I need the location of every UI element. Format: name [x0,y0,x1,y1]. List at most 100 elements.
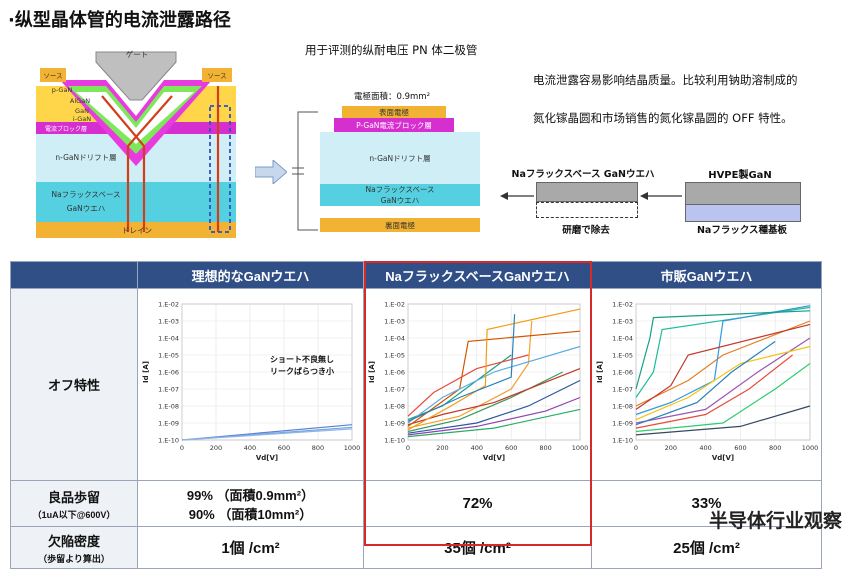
series-line-6 [407,330,581,427]
defect-ideal: 1個 /cm² [137,526,364,569]
series-line-3 [635,336,811,424]
x-tick-label: 400 [471,444,483,452]
diode-drift-layer: n-GaNドリフト層 [320,132,480,184]
diode-diagram: 電極面積：0.9mm² 表面電極 P-GaN電流ブロック層 n-GaNドリフト層… [290,88,490,248]
table-row-yield: 良品歩留 （1uA以下@600V） 99% （面積0.9mm²） 90% （面積… [10,480,822,527]
row-yield-label: 良品歩留 [47,489,100,505]
yield-ideal: 99% （面積0.9mm²） 90% （面積10mm²） [137,480,364,527]
y-tick-label: 1.E-04 [384,334,405,342]
y-tick-label: 1.E-07 [158,385,179,393]
series-line-2 [407,370,564,432]
gan-label: GaN [75,107,89,115]
series-line-9 [635,354,793,429]
diode-na-base-line-1: Naフラックスベース [365,185,435,194]
n-drift-label: n-GaNドリフト層 [55,152,117,162]
na-base-label-2: GaNウエハ [66,203,106,213]
x-tick-label: 0 [180,444,184,452]
y-tick-label: 1.E-04 [612,334,633,342]
y-tick-label: 1.E-03 [612,317,633,325]
series-line-3 [407,367,581,425]
x-tick-label: 800 [769,444,781,452]
header-commercial: 市販GaNウエハ [591,261,822,289]
y-axis-label: Id [A] [596,361,604,383]
y-tick-label: 1.E-03 [384,317,405,325]
hvpe-layer [685,182,801,206]
x-axis-label: Vd[V] [256,454,278,462]
x-tick-label: 1000 [344,444,361,452]
y-tick-label: 1.E-05 [158,351,179,359]
transistor-svg [36,51,236,238]
series-line-7 [635,309,811,389]
header-empty [10,261,138,289]
x-tick-label: 1000 [802,444,819,452]
top-electrode: 表面電極 [342,106,446,118]
y-tick-label: 1.E-06 [158,368,179,376]
series-line-1 [635,319,811,407]
series-line-7 [407,345,581,423]
y-axis-label: Id [A] [368,361,376,383]
x-tick-label: 400 [699,444,711,452]
x-tick-label: 400 [244,444,256,452]
transistor-diagram: ゲート ソース ソース p-GaN AlGaN GaN i-GaN 電流ブロック… [32,46,244,242]
y-tick-label: 1.E-06 [612,368,633,376]
series-line-1 [407,379,581,434]
y-tick-label: 1.E-02 [612,300,633,308]
yield-na: 72% [363,480,592,527]
chart-ideal: 1.E-02 1.E-03 1.E-04 1.E-05 1.E-06 1.E-07 1.E-… [142,300,361,462]
y-tick-label: 1.E-04 [158,334,179,342]
right-arrow-icon [254,158,288,188]
hvpe-label: HVPE製GaN [708,170,772,181]
current-block-label: 電流ブロック層 [44,125,87,133]
intro-line-2: 氮化镓晶圆和市场销售的氮化镓晶圆的 OFF 特性。 [533,111,793,125]
y-axis-label: Id [A] [142,361,150,383]
yield-ideal-line-2: 90% （面積10mm²） [188,506,313,522]
watermark: 半导体行业观察 [708,510,842,532]
y-tick-label: 1.E-06 [384,368,405,376]
y-tick-label: 1.E-09 [612,419,633,427]
page-title: ·纵型晶体管的电流泄露路径 [8,10,231,31]
series-line-10 [407,308,581,430]
p-block-layer: P-GaN電流ブロック層 [334,118,454,132]
diode-caption: 用于评测的纵耐电压 PN 体二极管 [305,43,478,57]
y-tick-label: 1.E-02 [384,300,405,308]
series-line-4 [635,362,811,432]
na-wafer-layer [536,182,638,202]
row-yield-sub: （1uA以下@600V） [32,509,116,520]
chart-cell-commercial: 1.E-02 1.E-03 1.E-04 1.E-05 1.E-06 1.E-07 1.E-… [591,288,822,481]
back-electrode: 裏面電極 [320,218,480,232]
series-line-11 [407,313,516,422]
series-line-0 [407,320,533,429]
electrode-area-label: 電極面積：0.9mm² [354,92,430,102]
row-yield-header: 良品歩留 （1uA以下@600V） [10,480,138,527]
removed-layer [536,202,638,218]
chart-annotation-1: ショート不良無し [270,354,334,364]
chart-annotation-2: リークばらつき小 [270,366,334,376]
y-tick-label: 1.E-08 [612,402,633,410]
na-wafer-label: Naフラックスベース GaNウエハ [511,169,655,180]
chart-cell-ideal: 1.E-02 1.E-03 1.E-04 1.E-05 1.E-06 1.E-07 1.E-… [137,288,364,481]
defect-na: 35個 /cm² [363,526,592,569]
x-tick-label: 0 [634,444,638,452]
x-tick-label: 200 [665,444,677,452]
row-defect-header: 欠陥密度 （歩留より算出） [10,526,138,569]
grind-label: 研磨で除去 [562,225,610,236]
y-tick-label: 1.E-03 [158,317,179,325]
y-tick-label: 1.E-10 [384,436,405,444]
y-tick-label: 1.E-10 [158,436,179,444]
y-tick-label: 1.E-09 [158,419,179,427]
comparison-table: 理想的なGaNウエハ NaフラックスベースGaNウエハ 市販GaNウエハ オフ特… [10,261,822,569]
chart-cell-na: 1.E-02 1.E-03 1.E-04 1.E-05 1.E-06 1.E-07 1.E-… [363,288,592,481]
source-right-label: ソース [207,72,227,80]
x-tick-label: 800 [539,444,551,452]
y-tick-label: 1.E-02 [158,300,179,308]
y-tick-label: 1.E-08 [384,402,405,410]
series-line-4 [407,396,581,435]
series-line-8 [407,353,529,417]
series-line-10 [635,340,776,425]
x-tick-label: 1000 [572,444,589,452]
diode-na-base-line-2: GaNウエハ [380,196,420,205]
y-tick-label: 1.E-09 [384,419,405,427]
yield-commercial: 33% [591,480,822,527]
source-left-label: ソース [43,72,63,80]
process-flow: HVPE製GaN Naフラックス種基板 Naフラックスベース GaNウエハ 研磨… [500,160,840,240]
